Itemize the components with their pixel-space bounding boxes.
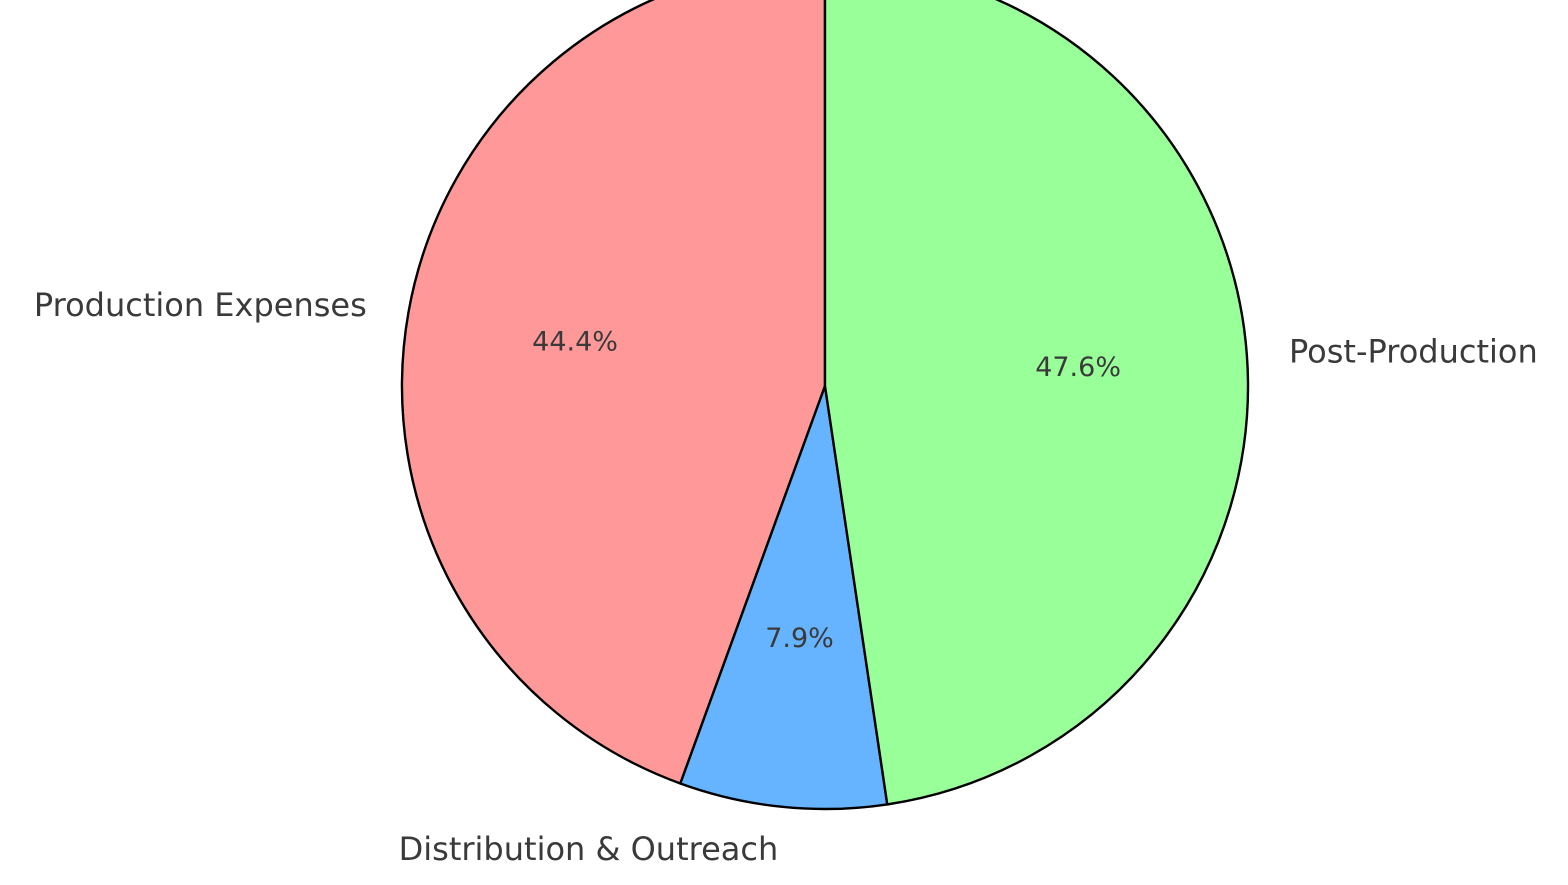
category-label-distribution-and-outreach: Distribution & Outreach (399, 830, 779, 868)
pie-slices (400, 0, 1250, 811)
slice-post-production (823, 0, 1250, 806)
pct-label-post-production: 47.6% (1035, 352, 1121, 383)
category-label-production-expenses: Production Expenses (34, 286, 367, 324)
slice-production-expenses (400, 0, 827, 785)
pie-labels: 44.4% Production Expenses 7.9% Distribution… (34, 286, 1538, 868)
pct-label-distribution-and-outreach: 7.9% (765, 623, 834, 654)
pct-label-production-expenses: 44.4% (532, 326, 618, 357)
category-label-post-production: Post-Production (1289, 333, 1538, 371)
slice-distribution-and-outreach (679, 384, 889, 811)
